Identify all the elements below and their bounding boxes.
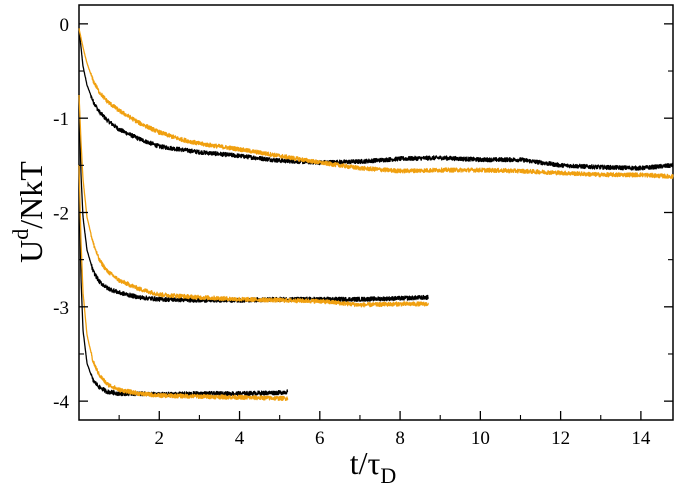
y-axis-label-sup: d <box>8 229 33 240</box>
tick-layer <box>79 23 673 420</box>
series-line-0 <box>78 28 674 171</box>
x-axis-label: t/τD <box>350 445 397 488</box>
x-tick-label: 14 <box>631 428 651 449</box>
y-tick-label: -4 <box>53 392 69 413</box>
x-tick-label: 2 <box>155 428 165 449</box>
series-line-4 <box>78 165 289 397</box>
label-layer: 2 4 6 8 10 12 14 0 -1 -2 -3 -4 <box>53 15 651 449</box>
y-tick-label: -3 <box>53 298 69 319</box>
series-line-2 <box>78 94 429 303</box>
series-layer <box>78 28 674 402</box>
x-tick-label: 6 <box>315 428 325 449</box>
y-axis-label-main: U <box>13 240 49 263</box>
x-tick-label: 4 <box>235 428 245 449</box>
plot-frame <box>78 4 674 421</box>
y-tick-label: -2 <box>53 204 69 225</box>
y-tick-label: -1 <box>53 109 69 130</box>
y-axis-label: Ud/NkT <box>8 161 49 263</box>
x-tick-label: 10 <box>471 428 490 449</box>
x-tick-label: 12 <box>551 428 570 449</box>
y-tick-label: 0 <box>60 15 70 36</box>
y-axis-label-tail: /NkT <box>13 161 49 229</box>
series-line-3 <box>78 94 429 308</box>
x-axis-label-sub: D <box>380 463 396 488</box>
series-line-5 <box>78 164 289 402</box>
x-tick-label: 8 <box>395 428 405 449</box>
series-line-1 <box>78 28 674 180</box>
x-axis-label-main: t/τ <box>350 445 381 481</box>
